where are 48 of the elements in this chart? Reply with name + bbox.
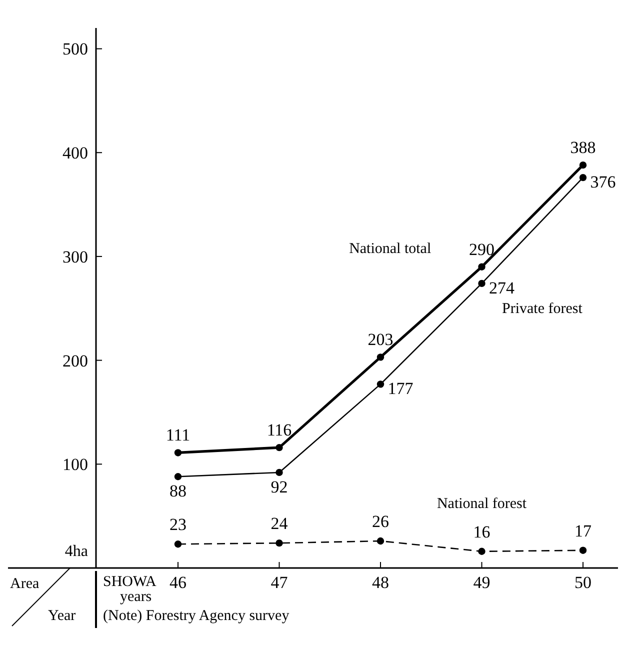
y-axis-title: 4ha: [64, 543, 88, 560]
data-label: 26: [372, 512, 389, 531]
data-label: 92: [270, 477, 288, 496]
text: Year: [48, 608, 76, 624]
data-label: 274: [489, 278, 515, 298]
point: [579, 174, 587, 182]
point: [376, 380, 384, 388]
point: [376, 537, 384, 545]
data-label: 203: [368, 330, 394, 350]
data-label: 177: [388, 379, 414, 398]
y-tick-label: 300: [62, 247, 88, 266]
data-label: 17: [574, 521, 592, 540]
x-tick-label: 50: [574, 573, 592, 592]
text: National total: [349, 241, 432, 257]
point: [478, 263, 486, 270]
text: Area: [10, 576, 40, 592]
data-label: 290: [469, 240, 494, 259]
point: [174, 540, 182, 548]
data-label: 116: [266, 420, 292, 440]
point: [174, 449, 182, 456]
data-label: 388: [570, 138, 596, 158]
point: [276, 444, 283, 452]
data-label: 88: [170, 482, 186, 501]
point: [376, 354, 384, 361]
x-axis-title: SHOWA years: [103, 574, 156, 605]
y-tick-label: 400: [62, 144, 88, 163]
x-tick-label: 47: [270, 573, 288, 592]
x-tick-label: 46: [170, 573, 186, 592]
data-label: 16: [473, 522, 490, 542]
series-label: Private forest: [502, 301, 584, 317]
data-label: 23: [170, 515, 186, 534]
y-tick-label: 500: [62, 40, 88, 59]
point: [174, 473, 182, 480]
point: [276, 539, 283, 547]
y-tick-label: 200: [62, 351, 88, 370]
point: [478, 548, 486, 555]
text: (Note) Forestry Agency survey: [103, 608, 290, 624]
point: [276, 468, 283, 476]
text: National forest: [436, 496, 528, 512]
x-tick-label: 49: [473, 573, 490, 592]
data-label: 376: [590, 172, 616, 192]
data-label: 111: [166, 426, 190, 445]
data-label: 24: [270, 514, 288, 534]
y-tick-label: 100: [62, 455, 88, 474]
point: [478, 280, 486, 288]
x-tick-label: 48: [372, 573, 389, 592]
point: [579, 161, 587, 169]
point: [579, 546, 587, 554]
